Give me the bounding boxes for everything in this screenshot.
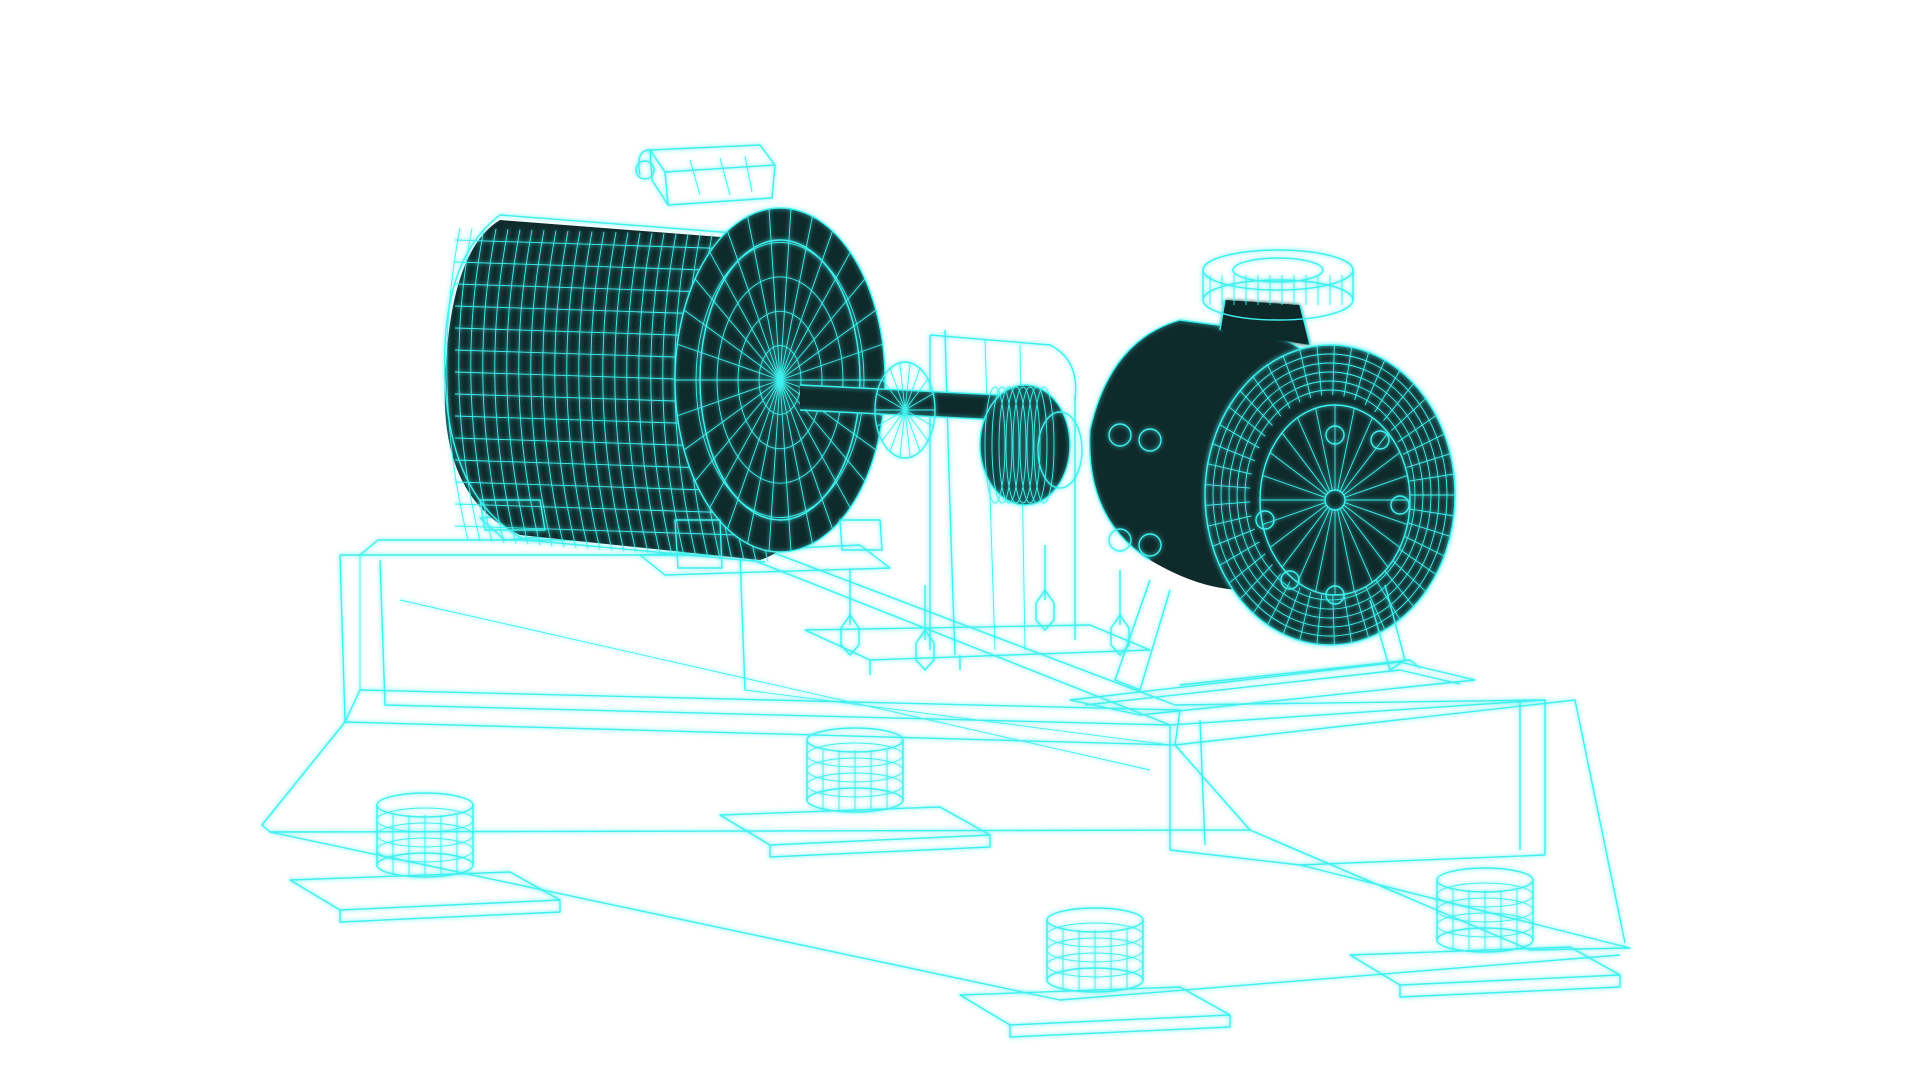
cover-bolt [1325, 585, 1345, 605]
hanger-bolts [840, 545, 1130, 671]
terminal-box [635, 144, 776, 206]
hanger-bolt [840, 570, 860, 656]
cover-bolt [1255, 510, 1275, 530]
hanger-bolt [1035, 545, 1055, 631]
base-frame [261, 504, 1631, 1001]
shaft [799, 361, 1001, 459]
foot-pad [1349, 867, 1621, 998]
coupling [979, 384, 1083, 506]
hanger-bolt [1110, 570, 1130, 656]
pump-supports [1114, 579, 1406, 691]
coupling-guard [929, 329, 1077, 656]
cover-bolt [1325, 425, 1345, 445]
centrifugal-pump [1088, 249, 1456, 691]
volute-cover [1204, 344, 1456, 646]
motor-fan-end [674, 207, 886, 553]
electric-motor [443, 144, 886, 569]
hanger-bolt [915, 585, 935, 671]
foot-pads [289, 727, 1621, 1038]
cover-bolt [1390, 495, 1410, 515]
foot-pad [289, 792, 561, 923]
discharge-flange [1202, 249, 1354, 346]
cover-bolt [1280, 570, 1300, 590]
cover-bolts [1255, 425, 1410, 605]
cover-bolt [1370, 430, 1390, 450]
foot-pad [719, 727, 991, 858]
foot-pad [959, 907, 1231, 1038]
